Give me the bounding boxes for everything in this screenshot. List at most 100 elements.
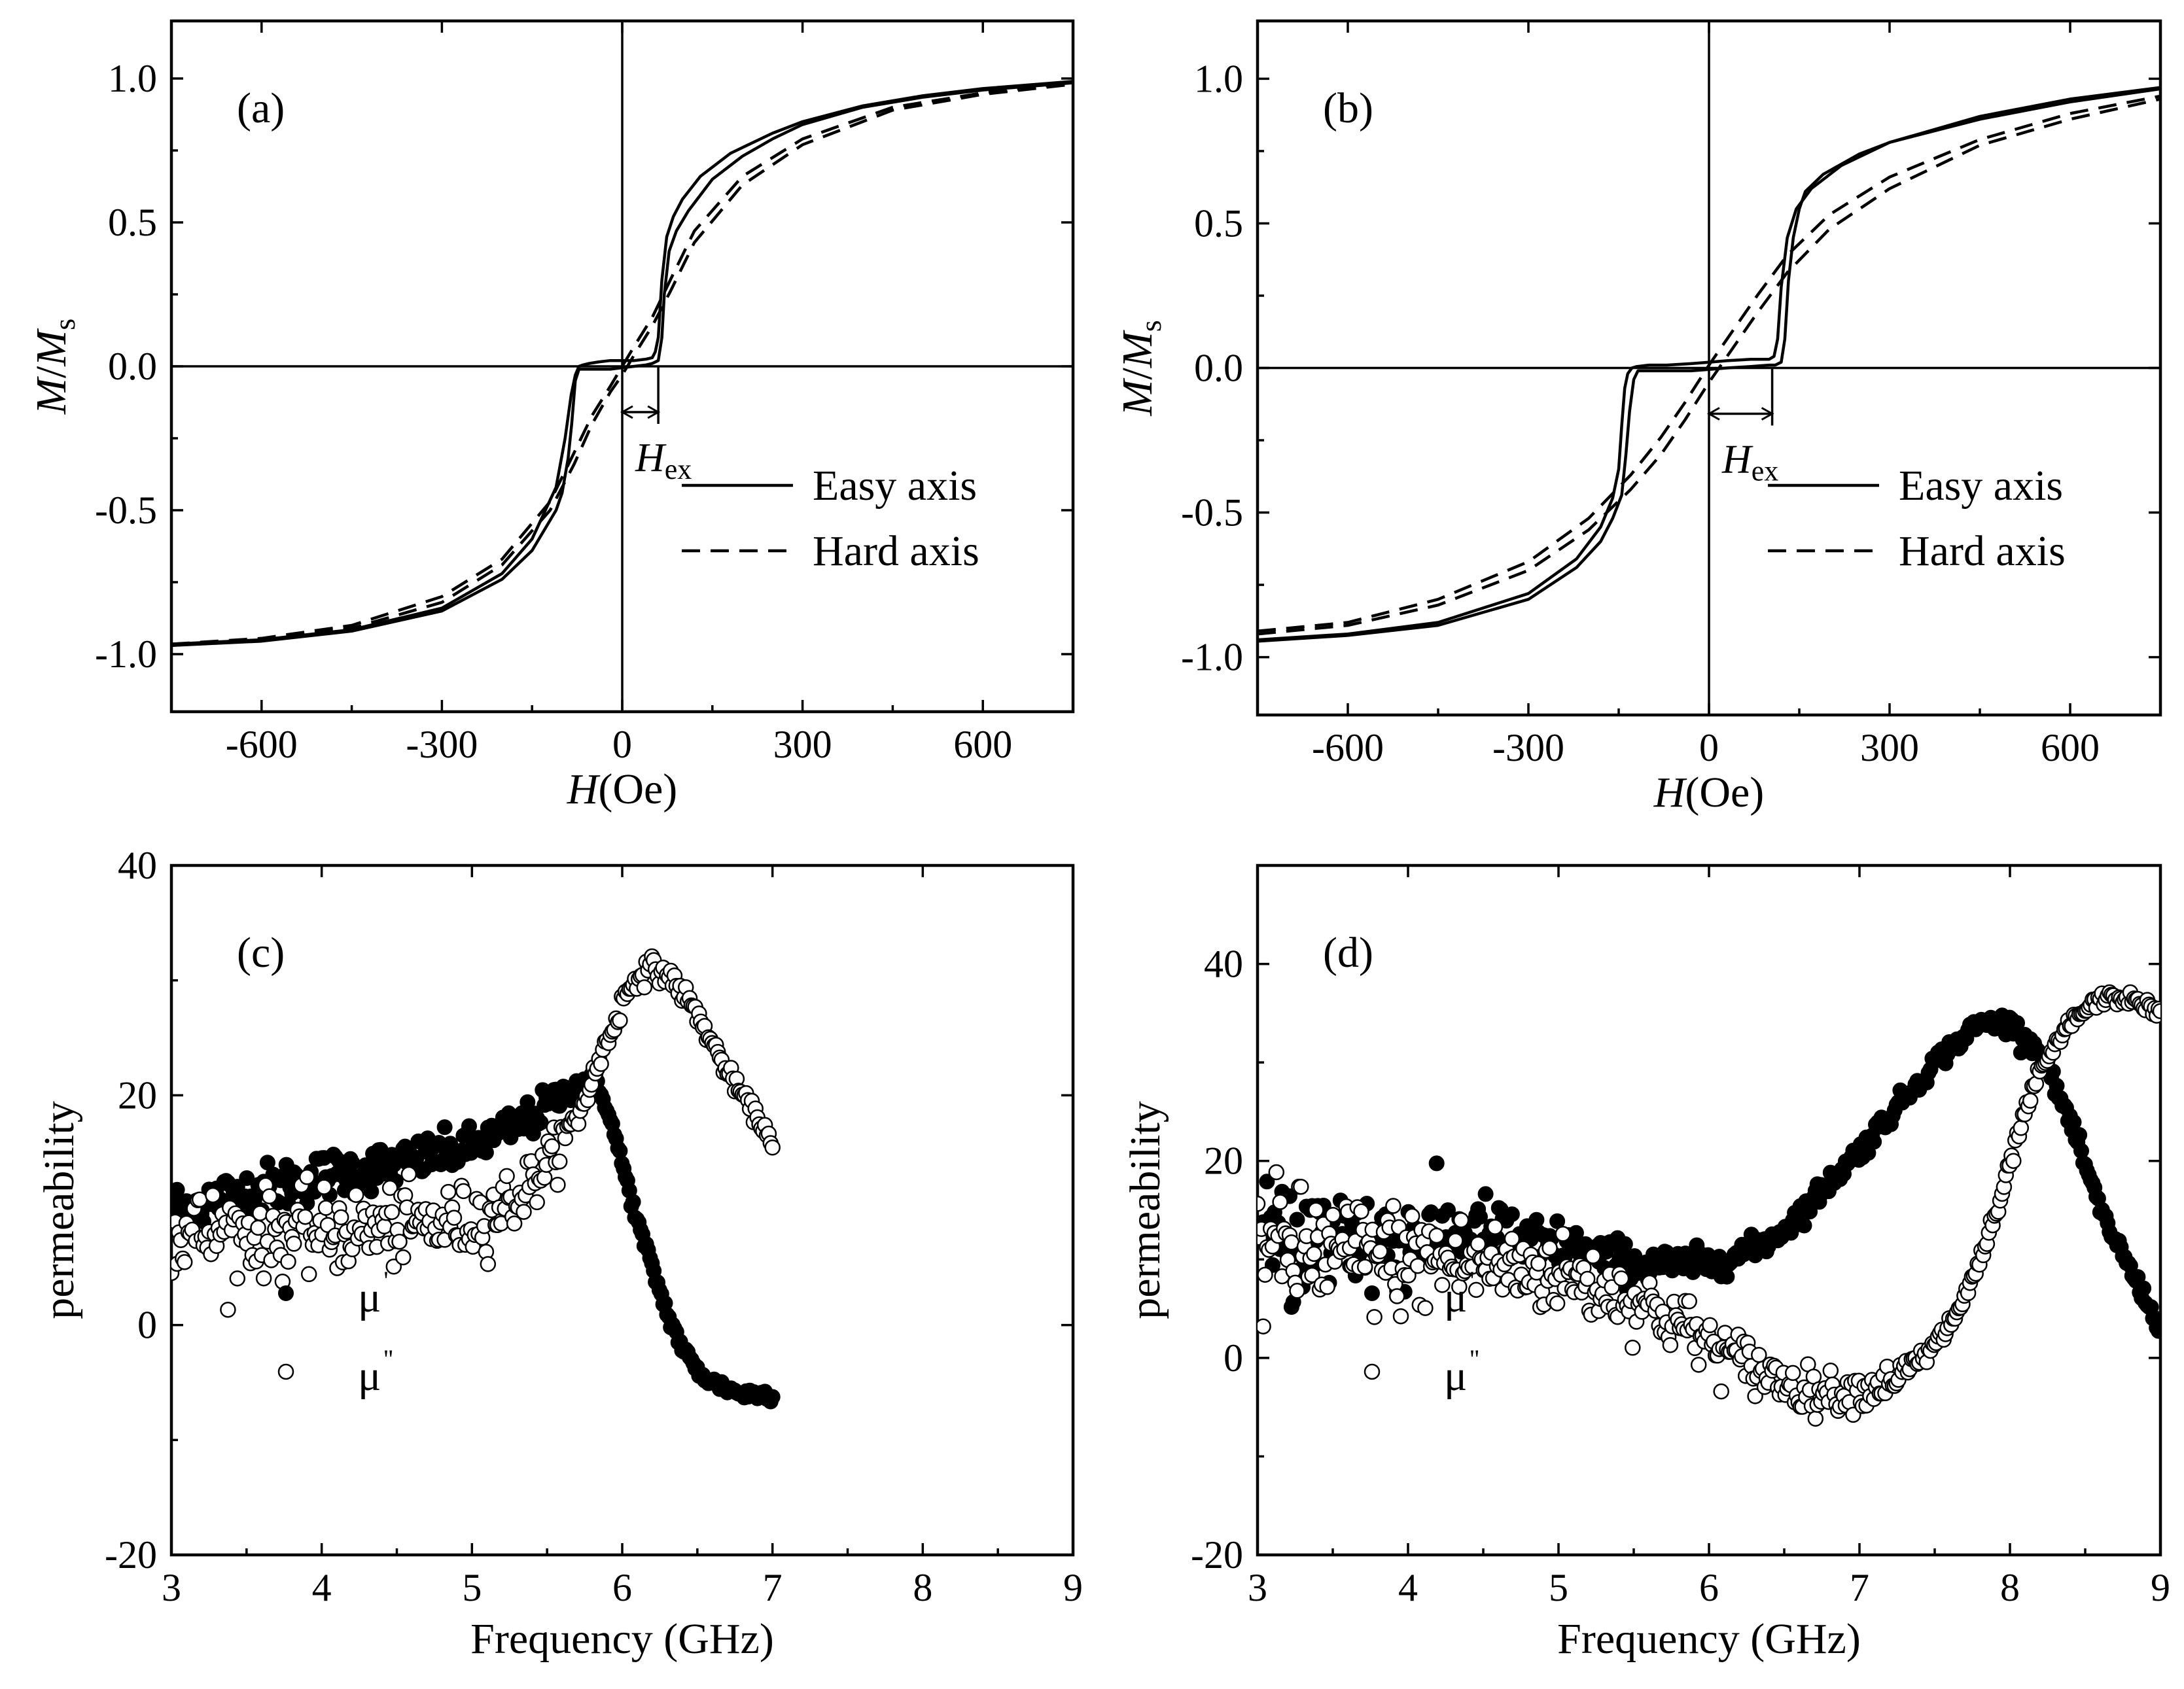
mu-double-prime-point: [1283, 1234, 1300, 1251]
x-tick-label: -300: [1492, 726, 1564, 769]
hex-arrowhead-right: [1761, 407, 1774, 421]
mu-double-prime-point: [2005, 1153, 2022, 1169]
y-tick-label: 1.0: [1194, 57, 1243, 100]
mu-prime-point: [520, 1094, 536, 1110]
mu-double-prime-point: [1258, 1266, 1273, 1283]
x-tick-label: 7: [763, 1566, 783, 1609]
x-tick-label: 9: [1063, 1566, 1083, 1609]
legend-label: μ '': [1444, 1344, 1479, 1400]
mu-prime-point: [436, 1119, 453, 1136]
mu-double-prime-point: [297, 1208, 313, 1225]
mu-double-prime-point: [1468, 1281, 1485, 1298]
hard-axis-loop-branch-1: [171, 82, 1073, 648]
mu-double-prime-point: [220, 1301, 236, 1318]
y-axis-label: permeability: [35, 1101, 83, 1319]
series-mu-double-prime: [171, 948, 781, 1318]
x-tick-label: 300: [1860, 726, 1919, 769]
mu-double-prime-point: [317, 1200, 334, 1216]
x-axis-label-var: H: [1653, 769, 1687, 816]
x-tick-label: 0: [612, 723, 632, 766]
mu-double-prime-point: [299, 1169, 315, 1185]
y-axis-label-m: M: [1114, 377, 1161, 417]
y-tick-label: 40: [1204, 943, 1243, 986]
mu-double-prime-point: [544, 1138, 560, 1155]
mu-double-prime-point: [1662, 1336, 1679, 1353]
x-tick-label: 300: [773, 723, 832, 766]
mu-prime-point: [533, 1115, 549, 1130]
x-tick-label: 9: [2151, 1566, 2170, 1609]
mu-double-prime-point: [1356, 1259, 1373, 1275]
y-tick-label: 0.0: [1194, 347, 1243, 390]
mu-double-prime-point: [316, 1179, 332, 1195]
mu-double-prime-point: [255, 1270, 272, 1287]
mu-double-prime-point: [1541, 1240, 1558, 1257]
mu-double-prime-point: [176, 1254, 193, 1270]
legend-label: μ ': [358, 1266, 389, 1321]
x-tick-label: 8: [2000, 1566, 2020, 1609]
mu-double-prime-point: [2022, 1092, 2039, 1109]
mu-double-prime-point: [1293, 1178, 1309, 1195]
mu-double-prime-point: [1289, 1283, 1305, 1299]
hex-label: Hex: [635, 436, 692, 485]
mu-double-prime-point: [506, 1215, 523, 1232]
mu-double-prime-point: [347, 1187, 364, 1203]
legend-label: Easy axis: [1899, 462, 2063, 510]
hard-axis-loop-branch-0: [1258, 94, 2160, 633]
mu-double-prime-point: [1372, 1243, 1388, 1260]
hex-arrowhead-right: [647, 405, 661, 419]
hex-arrowhead-left: [1706, 407, 1720, 421]
x-axis-label: H(Oe): [567, 765, 678, 813]
mu-double-prime-point: [1613, 1270, 1630, 1287]
mu-double-prime-point: [529, 1194, 545, 1211]
mu-prime-point: [1259, 1174, 1275, 1190]
legend-label-mu: μ: [1444, 1274, 1467, 1321]
mu-double-prime-point: [1403, 1208, 1420, 1225]
mu-double-prime-point: [499, 1168, 515, 1185]
legend-marker-mu-double-prime: [1364, 1363, 1381, 1380]
panel-b: -600 -300 0 300 600 -1.0 -0.5 0.0 0.5 1.0 (b) Hex Ea…: [1114, 19, 2162, 816]
mu-double-prime-point: [1625, 1340, 1641, 1356]
mu-double-prime-point: [1530, 1255, 1547, 1272]
x-tick-label: -300: [406, 723, 478, 766]
easy-axis-loop-branch-1: [1258, 87, 2160, 643]
mu-double-prime-point: [1487, 1219, 1504, 1235]
x-axis-label-unit: (Oe): [598, 765, 677, 813]
mu-double-prime-point: [1713, 1383, 1729, 1400]
y-tick-label: 0: [1224, 1336, 1243, 1380]
mu-double-prime-point: [1579, 1270, 1596, 1287]
legend-marker-mu-prime: [278, 1285, 294, 1301]
hex-label-sub: ex: [665, 453, 692, 485]
mu-double-prime-point: [1747, 1388, 1763, 1404]
legend-label: μ '': [358, 1344, 393, 1400]
mu-prime-point: [1617, 1236, 1633, 1252]
mu-double-prime-point: [1447, 1232, 1464, 1249]
mu-prime-point: [344, 1155, 361, 1171]
legend-marker-mu-prime: [1364, 1285, 1380, 1301]
y-axis-label: M/Ms: [27, 319, 81, 415]
mu-double-prime-point: [300, 1266, 317, 1283]
mu-double-prime-point: [385, 1258, 402, 1275]
y-tick-label: 0: [137, 1304, 157, 1347]
hard-axis-loop-branch-0: [171, 81, 1073, 646]
mu-double-prime-point: [1272, 1194, 1288, 1210]
x-axis-label: H(Oe): [1653, 769, 1765, 816]
mu-double-prime-point: [2013, 1120, 2030, 1136]
x-tick-label: 6: [612, 1566, 632, 1609]
y-tick-label: 0.0: [108, 345, 157, 388]
mu-double-prime-point: [285, 1236, 302, 1252]
legend-label-prime: '': [1470, 1344, 1479, 1374]
mu-double-prime-point: [383, 1204, 400, 1221]
mu-double-prime-point: [391, 1233, 408, 1250]
mu-prime-point: [1472, 1209, 1488, 1225]
mu-double-prime-point: [191, 1191, 208, 1208]
y-tick-label: 40: [118, 844, 157, 887]
mu-double-prime-point: [1385, 1198, 1401, 1214]
mu-double-prime-point: [1702, 1317, 1718, 1334]
hex-label-sub: ex: [1752, 455, 1779, 487]
mu-double-prime-point: [1784, 1365, 1801, 1382]
x-axis-label-unit: (Oe): [1685, 769, 1764, 816]
y-axis-label-ms: M: [27, 328, 75, 367]
mu-double-prime-point: [1434, 1277, 1451, 1293]
mu-double-prime-point: [516, 1204, 532, 1220]
